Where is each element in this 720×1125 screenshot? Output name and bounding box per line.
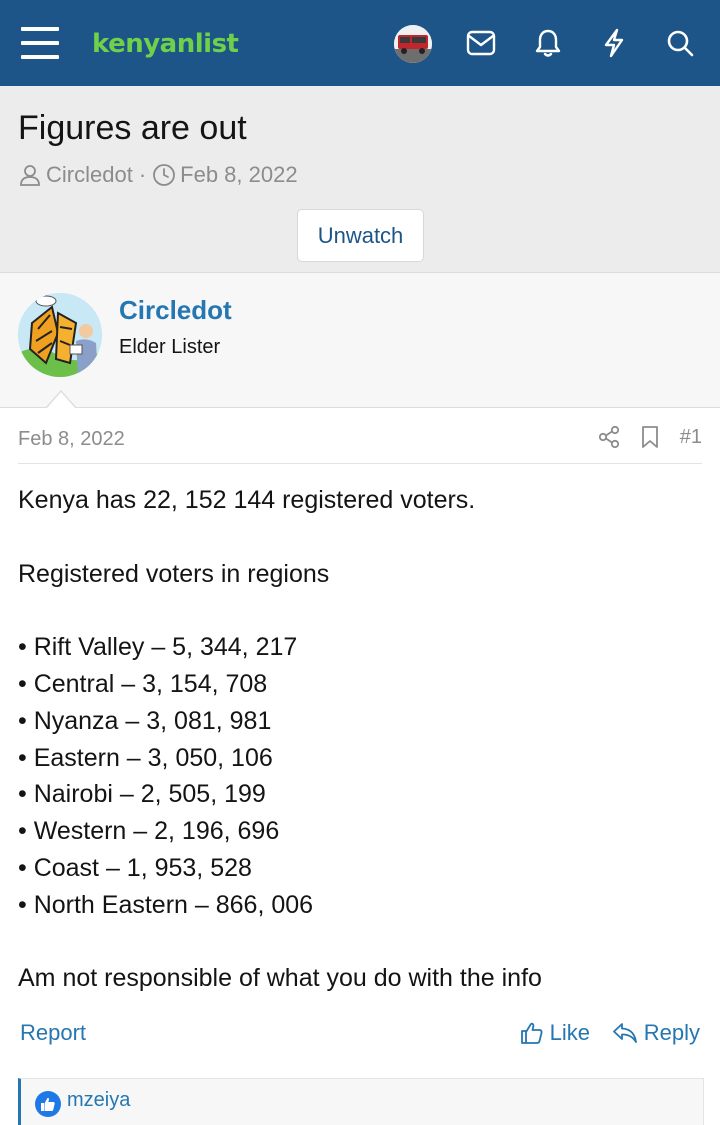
post-user-block: Circledot Elder Lister — [0, 272, 720, 408]
region-item: • Nairobi – 2, 505, 199 — [18, 780, 266, 809]
post-intro: Kenya has 22, 152 144 registered voters. — [18, 486, 476, 514]
region-item: • Western – 2, 196, 696 — [18, 817, 280, 846]
reaction-username[interactable]: mzeiya — [67, 1089, 131, 1111]
account-avatar[interactable] — [394, 25, 432, 63]
like-reaction-icon — [35, 1091, 61, 1117]
site-logo[interactable]: kenyanlist — [92, 29, 239, 59]
reply-label: Reply — [643, 1020, 700, 1045]
region-item: • Nyanza – 3, 081, 981 — [18, 706, 272, 735]
user-avatar[interactable] — [18, 293, 102, 377]
bell-icon[interactable] — [531, 26, 565, 60]
share-icon[interactable] — [598, 425, 620, 449]
clock-icon — [153, 164, 176, 186]
post-author-title: Elder Lister — [119, 336, 221, 358]
reply-button[interactable]: Reply — [612, 1020, 700, 1046]
reactions-bar: mzeiya — [18, 1078, 704, 1125]
region-item: • North Eastern – 866, 006 — [18, 890, 314, 919]
post-author-name[interactable]: Circledot — [119, 295, 232, 325]
post-header-divider — [18, 463, 702, 464]
post-number[interactable]: #1 — [679, 425, 702, 448]
bolt-icon[interactable] — [597, 26, 631, 60]
bookmark-icon[interactable] — [640, 425, 660, 449]
thread-author[interactable]: Circledot — [46, 162, 133, 187]
thread-meta: Circledot · Feb 8, 2022 — [18, 160, 298, 190]
post-body: Kenya has 22, 152 144 registered voters.… — [18, 482, 702, 997]
like-label: Like — [549, 1020, 590, 1045]
post-date[interactable]: Feb 8, 2022 — [18, 428, 125, 450]
user-icon — [20, 165, 40, 186]
region-item: • Rift Valley – 5, 344, 217 — [18, 633, 298, 662]
reply-icon — [612, 1023, 637, 1043]
post-actions: #1 — [598, 425, 702, 449]
post-footer: Report Like Reply — [18, 1018, 702, 1054]
top-navigation-bar: kenyanlist — [0, 0, 720, 86]
unwatch-button[interactable]: Unwatch — [297, 209, 424, 262]
post-message: Feb 8, 2022 #1 Kenya has 22, 152 144 reg… — [0, 408, 720, 1125]
report-link[interactable]: Report — [20, 1020, 87, 1045]
thread-date[interactable]: Feb 8, 2022 — [180, 162, 298, 187]
search-icon[interactable] — [663, 26, 697, 60]
region-item: • Eastern – 3, 050, 106 — [18, 743, 273, 772]
like-button[interactable]: Like — [520, 1020, 590, 1046]
post-subheading: Registered voters in regions — [18, 559, 330, 588]
post-closing: Am not responsible of what you do with t… — [18, 964, 542, 993]
region-item: • Central – 3, 154, 708 — [18, 669, 268, 698]
meta-separator: · — [138, 162, 147, 187]
thumbs-up-icon — [520, 1022, 543, 1044]
message-pointer-fill — [46, 392, 76, 409]
region-item: • Coast – 1, 953, 528 — [18, 853, 252, 882]
thread-title: Figures are out — [18, 109, 247, 147]
mail-icon[interactable] — [464, 26, 498, 60]
menu-icon[interactable] — [21, 27, 59, 59]
